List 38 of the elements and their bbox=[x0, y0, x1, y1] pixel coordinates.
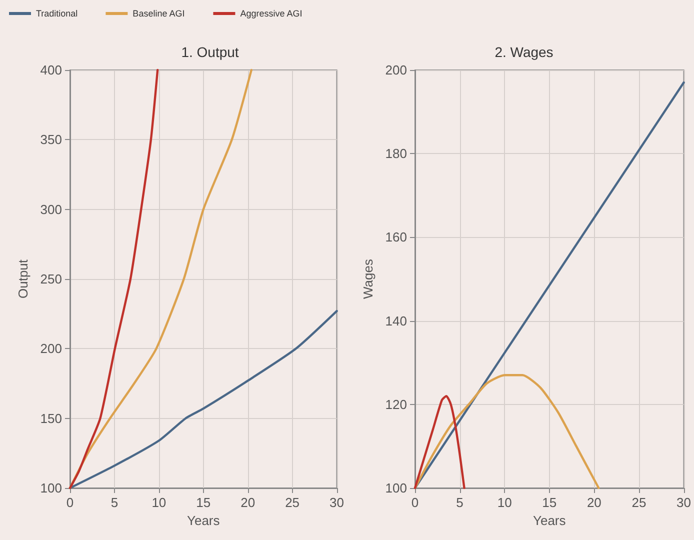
x-tick-label: 10 bbox=[497, 495, 512, 510]
x-tick-label: 10 bbox=[152, 495, 166, 510]
x-tick-label: 15 bbox=[196, 495, 211, 510]
x-tick-label: 20 bbox=[240, 495, 256, 510]
y-tick-label: 200 bbox=[385, 62, 407, 78]
x-tick-label: 25 bbox=[285, 495, 300, 510]
x-tick-label: 0 bbox=[411, 495, 419, 510]
legend-label: Traditional bbox=[36, 8, 78, 18]
x-tick-label: 15 bbox=[542, 495, 557, 510]
x-tick-label: 25 bbox=[632, 495, 646, 510]
x-tick-label: 0 bbox=[66, 495, 74, 510]
y-tick-label: 120 bbox=[385, 396, 407, 412]
x-tick-label: 30 bbox=[676, 495, 692, 510]
x-tick-label: 5 bbox=[110, 495, 118, 510]
y-tick-label: 100 bbox=[385, 480, 407, 496]
y-axis-title: Wages bbox=[360, 258, 376, 299]
legend-label: Baseline AGI bbox=[132, 8, 185, 18]
x-tick-label: 30 bbox=[330, 495, 344, 510]
chart-title: 1. Output bbox=[181, 44, 239, 60]
legend-label: Aggressive AGI bbox=[240, 8, 302, 18]
y-tick-label: 150 bbox=[40, 410, 62, 426]
y-tick-label: 200 bbox=[40, 341, 62, 356]
x-tick-label: 5 bbox=[456, 495, 464, 510]
y-tick-label: 160 bbox=[385, 230, 407, 245]
line-series bbox=[414, 394, 466, 490]
y-tick-label: 300 bbox=[40, 202, 62, 217]
y-axis-title: Output bbox=[15, 259, 30, 299]
y-tick-label: 180 bbox=[385, 146, 407, 162]
x-axis-title: Years bbox=[186, 513, 220, 528]
line-series bbox=[414, 374, 600, 490]
x-axis-title: Years bbox=[532, 513, 566, 528]
chart-title: 2. Wages bbox=[494, 44, 554, 60]
x-tick-label: 20 bbox=[586, 495, 602, 510]
y-tick-label: 400 bbox=[40, 62, 62, 78]
y-tick-label: 350 bbox=[40, 132, 62, 148]
y-tick-label: 100 bbox=[40, 480, 62, 496]
y-tick-label: 250 bbox=[40, 272, 62, 286]
y-tick-label: 140 bbox=[385, 313, 407, 328]
